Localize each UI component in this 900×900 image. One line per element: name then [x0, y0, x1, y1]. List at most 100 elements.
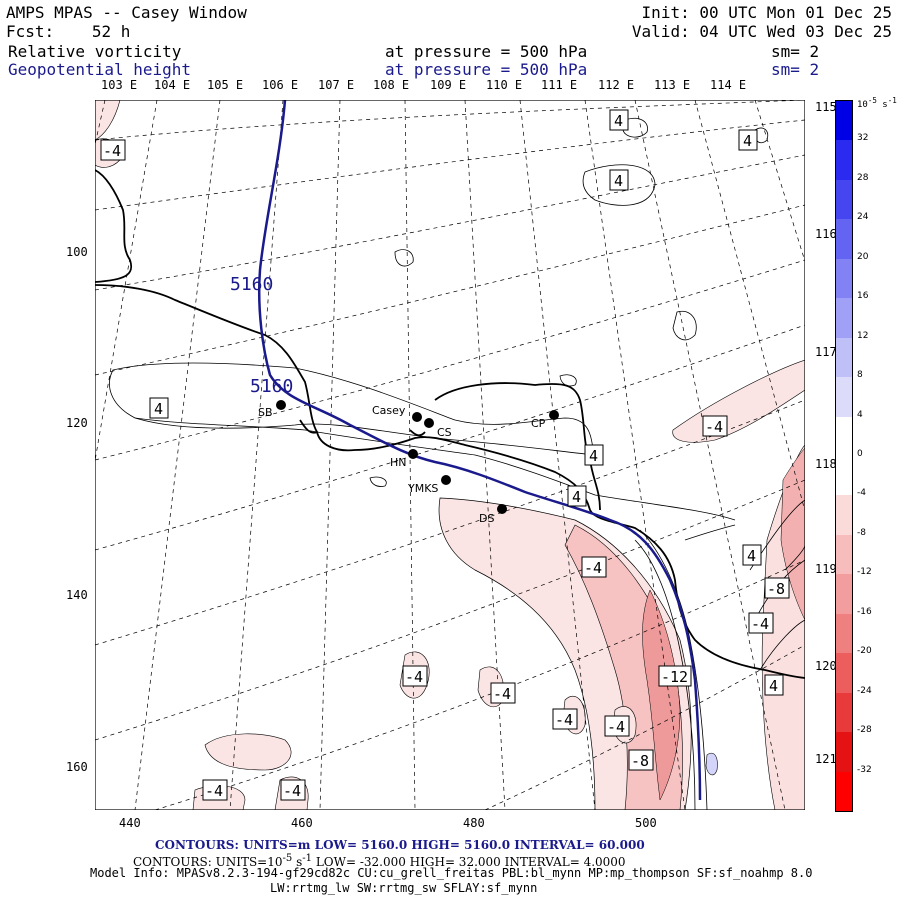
colorbar-swatch	[836, 574, 852, 614]
pos-vorticity-patch	[705, 752, 718, 776]
station-casey: Casey	[372, 404, 422, 422]
neg-vorticity-sw	[204, 733, 292, 771]
colorbar-swatch	[836, 258, 852, 299]
vorticity-label: 4	[742, 544, 762, 566]
svg-text:4: 4	[769, 677, 778, 695]
svg-text:-4: -4	[607, 718, 625, 736]
model-info: Model Info: MPASv8.2.3-194-gf29cd82c CU:…	[90, 866, 813, 880]
lon-label: 103 E	[101, 78, 138, 92]
vorticity-label: 4	[738, 129, 758, 151]
colorbar-swatch	[836, 101, 852, 141]
svg-text:4: 4	[154, 400, 163, 418]
lon-label: 105 E	[207, 78, 244, 92]
colorbar-swatch	[836, 732, 852, 772]
height-contour	[257, 100, 702, 801]
svg-text:4: 4	[614, 172, 623, 190]
vorticity-label: 4	[764, 674, 784, 696]
vorticity-label: -8	[628, 749, 654, 771]
svg-text:CS: CS	[437, 426, 452, 439]
svg-text:-4: -4	[751, 615, 769, 633]
colorbar-unit: 10-5 s-1	[857, 96, 897, 110]
colorbar-swatch	[836, 377, 852, 417]
vorticity-shading	[95, 100, 805, 810]
lon-label: 112 E	[598, 78, 635, 92]
colorbar-swatch	[836, 495, 852, 535]
colorbar-swatch	[836, 653, 852, 693]
colorbar-label: -28	[857, 725, 872, 736]
svg-text:-8: -8	[767, 580, 785, 598]
y-tick-label: 120	[66, 416, 88, 430]
colorbar-label: -16	[857, 606, 872, 617]
colorbar-label: 24	[857, 212, 869, 223]
colorbar-swatch	[836, 456, 852, 496]
colorbar-label: -20	[857, 646, 872, 657]
vorticity-label: -8	[764, 577, 790, 599]
longitude-lines	[95, 100, 805, 810]
vorticity-label: -4	[280, 779, 306, 801]
svg-text:-4: -4	[103, 142, 121, 160]
height-contour-label: 5160	[230, 274, 273, 295]
x-tick-label: 440	[119, 816, 141, 830]
vorticity-label: 4	[584, 444, 604, 466]
svg-text:-8: -8	[631, 752, 649, 770]
neg-vorticity-band-dark	[642, 589, 681, 801]
colorbar-label: 8	[857, 370, 863, 381]
colorbar-swatch	[836, 692, 852, 733]
x-tick-label: 480	[463, 816, 485, 830]
y-tick-label: 160	[66, 760, 88, 774]
vorticity-label: -4	[95, 100, 113, 104]
svg-text:-12: -12	[661, 668, 688, 686]
svg-text:4: 4	[614, 112, 623, 130]
svg-text:-4: -4	[584, 559, 602, 577]
vorticity-label: 4	[609, 169, 629, 191]
x-tick-label: 500	[635, 816, 657, 830]
vorticity-contour-info: CONTOURS: UNITS=10-5 s-1 LOW= -32.000 HI…	[133, 853, 626, 869]
colorbar-swatch	[836, 140, 852, 180]
vorticity-label: 4	[609, 109, 629, 131]
svg-text:DS: DS	[479, 512, 494, 525]
vorticity-labels: -4 4 4 4 4 4 4 -4 -4 4 4 4 -4 -4 -4 -4 -…	[95, 100, 790, 801]
station-cs: CS	[424, 418, 452, 439]
svg-text:4: 4	[95, 100, 104, 104]
vorticity-label: -12	[658, 665, 692, 687]
lon-label: 110 E	[486, 78, 523, 92]
vorticity-label: 4	[95, 100, 104, 104]
field1-pressure: at pressure = 500 hPa	[385, 42, 588, 61]
svg-text:-4: -4	[705, 418, 723, 436]
vorticity-label: 4	[95, 100, 104, 104]
lon-label: 111 E	[541, 78, 578, 92]
lon-label: 114 E	[710, 78, 747, 92]
lon-label: 113 E	[654, 78, 691, 92]
svg-text:-4: -4	[95, 100, 113, 104]
svg-text:YMKS: YMKS	[407, 482, 438, 495]
station-hn: HN	[390, 449, 418, 469]
vorticity-label: -4	[702, 415, 728, 437]
field2-smoothing: sm= 2	[771, 60, 820, 79]
forecast-label: Fcst: 52 h	[6, 23, 130, 41]
y-tick-label: 140	[66, 588, 88, 602]
height-contour-info: CONTOURS: UNITS=m LOW= 5160.0 HIGH= 5160…	[155, 838, 645, 852]
model-info-physics: LW:rrtmg_lw SW:rrtmg_sw SFLAY:sf_mynn	[270, 881, 538, 895]
lon-label: 106 E	[262, 78, 299, 92]
colorbar-label: 4	[857, 409, 863, 420]
station-cp: CP	[531, 410, 559, 430]
svg-text:4: 4	[589, 447, 598, 465]
svg-text:4: 4	[747, 547, 756, 565]
svg-text:SB: SB	[258, 406, 273, 419]
vorticity-label: -4	[490, 682, 516, 704]
colorbar-swatch	[836, 534, 852, 575]
svg-text:-4: -4	[405, 668, 423, 686]
field1-name: Relative vorticity	[8, 42, 182, 61]
fcst-value: 52 h	[91, 22, 131, 41]
colorbar-label: 16	[857, 291, 869, 302]
valid-time: Valid: 04 UTC Wed 03 Dec 25	[631, 22, 892, 41]
map-title: AMPS MPAS -- Casey Window	[6, 3, 247, 22]
field2-pressure: at pressure = 500 hPa	[385, 60, 588, 79]
vorticity-label: -4	[604, 715, 630, 737]
svg-text:4: 4	[95, 100, 104, 104]
vorticity-label: -4	[748, 612, 774, 634]
colorbar-swatch	[836, 613, 852, 654]
lon-label: 108 E	[373, 78, 410, 92]
neg-vorticity-ne	[672, 359, 805, 443]
colorbar-swatch	[836, 771, 852, 811]
